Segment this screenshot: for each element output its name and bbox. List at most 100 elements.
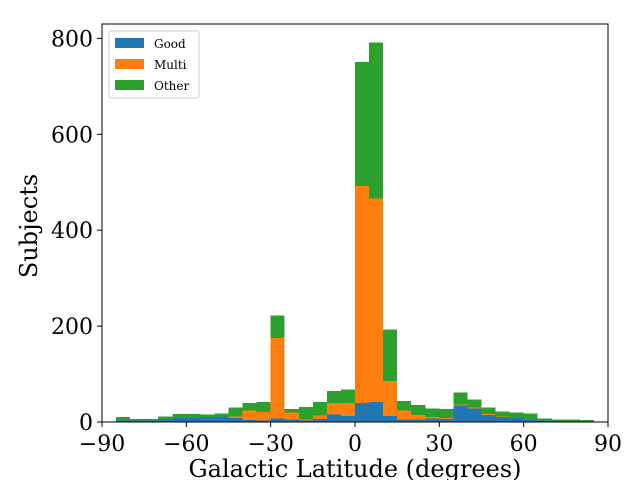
legend-label-other: Other (154, 79, 189, 93)
bar-other-bin-21 (411, 405, 426, 415)
legend-swatch-other (115, 80, 144, 90)
bar-other-bin-32 (565, 419, 580, 422)
x-tick-label: −60 (163, 432, 209, 457)
bar-multi-bin-8 (228, 416, 243, 419)
bar-multi-bin-14 (312, 415, 327, 420)
bar-good-bin-26 (481, 414, 496, 422)
bar-multi-bin-19 (383, 381, 398, 416)
bar-good-bin-5 (186, 418, 201, 422)
bar-good-bin-28 (509, 418, 524, 422)
bar-good-bin-22 (425, 418, 440, 422)
bar-multi-bin-17 (355, 186, 370, 403)
bar-other-bin-4 (172, 413, 187, 419)
bar-multi-bin-11 (270, 338, 285, 419)
bar-multi-bin-22 (425, 417, 440, 419)
x-tick-label: −30 (247, 432, 293, 457)
bar-multi-bin-10 (256, 411, 271, 421)
bar-other-bin-28 (509, 412, 524, 419)
bar-other-bin-20 (397, 400, 412, 411)
y-tick-label: 200 (51, 315, 93, 340)
bar-good-bin-1 (130, 420, 145, 422)
bar-good-bin-30 (537, 420, 552, 422)
bar-multi-bin-20 (397, 410, 412, 420)
bar-other-bin-27 (495, 411, 510, 417)
bar-other-bin-13 (298, 407, 313, 420)
bar-good-bin-12 (284, 419, 299, 422)
axes-layer: −90 −60 −30 0 30 60 90 0 200 400 600 800 (51, 23, 622, 457)
bar-other-bin-31 (551, 419, 566, 422)
y-tick-label: 600 (51, 123, 93, 148)
bar-multi-bin-25 (467, 407, 482, 409)
bar-multi-bin-13 (298, 419, 313, 421)
x-tick-label: 0 (348, 432, 362, 457)
x-tick-label: 90 (594, 432, 622, 457)
bar-other-bin-15 (326, 390, 341, 403)
bar-good-bin-17 (355, 402, 370, 422)
bar-good-bin-15 (326, 414, 341, 422)
bar-good-bin-27 (495, 417, 510, 422)
bar-other-bin-25 (467, 399, 482, 408)
bar-multi-bin-9 (242, 410, 257, 421)
bar-other-bin-14 (312, 401, 327, 416)
bar-multi-bin-21 (411, 414, 426, 420)
bar-other-bin-11 (270, 315, 285, 339)
x-tick-label: 30 (425, 432, 453, 457)
bar-good-bin-4 (172, 418, 187, 422)
bar-multi-bin-15 (326, 402, 341, 415)
x-axis-label: Galactic Latitude (degrees) (188, 455, 521, 480)
bar-good-bin-13 (298, 420, 313, 422)
bar-other-bin-8 (228, 407, 243, 417)
legend-label-good: Good (154, 37, 186, 51)
bar-good-bin-21 (411, 419, 426, 422)
bar-good-bin-6 (200, 417, 215, 422)
bar-good-bin-19 (383, 415, 398, 422)
bar-multi-bin-26 (481, 413, 496, 415)
bar-other-bin-22 (425, 408, 440, 418)
bar-good-bin-14 (312, 419, 327, 422)
bar-other-bin-17 (355, 61, 370, 187)
bar-other-bin-26 (481, 407, 496, 414)
bar-good-bin-3 (158, 419, 173, 422)
bar-multi-bin-16 (340, 402, 355, 417)
bar-good-bin-20 (397, 419, 412, 422)
legend-swatch-multi (115, 59, 144, 69)
y-tick-label: 0 (79, 411, 93, 436)
bar-other-bin-10 (256, 401, 271, 412)
bars-layer (116, 42, 594, 422)
bar-good-bin-16 (340, 416, 355, 422)
bar-good-bin-29 (523, 420, 538, 422)
bar-good-bin-24 (453, 405, 468, 422)
bar-other-bin-0 (116, 417, 131, 421)
bar-other-bin-16 (340, 389, 355, 403)
bar-other-bin-7 (214, 413, 229, 417)
bar-other-bin-9 (242, 402, 257, 411)
bar-good-bin-2 (144, 420, 159, 422)
legend: Good Multi Other (108, 30, 200, 99)
bar-other-bin-6 (200, 414, 215, 418)
bar-multi-bin-18 (369, 198, 384, 402)
x-tick-label: −90 (79, 432, 125, 457)
bar-other-bin-23 (439, 409, 454, 419)
bar-other-bin-29 (523, 413, 538, 421)
bar-multi-bin-23 (439, 418, 454, 420)
bar-good-bin-10 (256, 420, 271, 422)
bar-other-bin-18 (369, 42, 384, 199)
legend-label-multi: Multi (154, 58, 187, 72)
bar-multi-bin-12 (284, 412, 299, 420)
bar-good-bin-8 (228, 418, 243, 422)
x-tick-label: 60 (510, 432, 538, 457)
bar-good-bin-23 (439, 419, 454, 422)
y-axis-label: Subjects (15, 174, 43, 278)
bar-good-bin-9 (242, 420, 257, 422)
bar-other-bin-3 (158, 416, 173, 420)
bar-good-bin-7 (214, 416, 229, 422)
bar-good-bin-0 (116, 420, 131, 422)
bar-other-bin-1 (130, 419, 145, 421)
y-tick-label: 400 (51, 219, 93, 244)
bar-multi-bin-24 (453, 404, 468, 406)
bar-good-bin-25 (467, 408, 482, 422)
bar-other-bin-19 (383, 329, 398, 382)
bar-good-bin-11 (270, 418, 285, 422)
bar-other-bin-5 (186, 413, 201, 419)
